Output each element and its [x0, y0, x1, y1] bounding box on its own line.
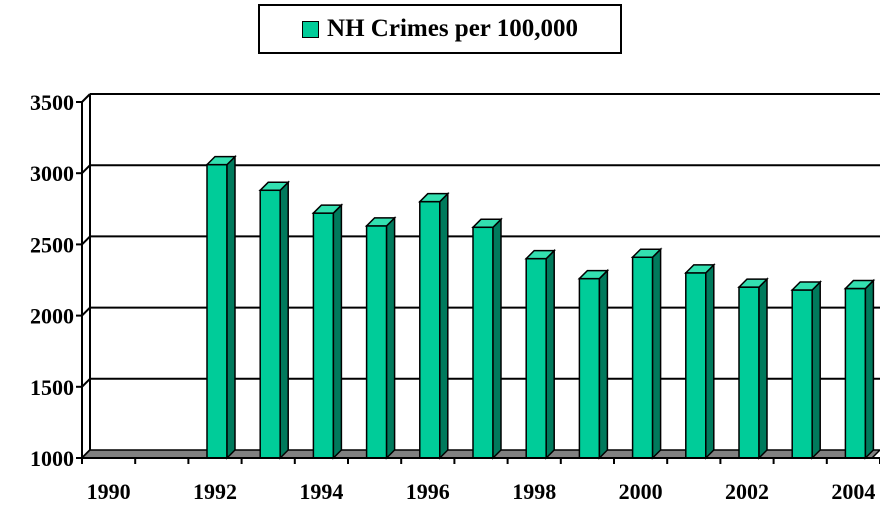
bar-top	[205, 155, 237, 166]
bar	[843, 278, 876, 460]
bar	[471, 217, 503, 460]
bar	[311, 203, 344, 460]
bar-side	[332, 203, 343, 460]
bar	[364, 216, 397, 460]
legend-swatch	[302, 20, 320, 38]
grid-line-depth	[81, 378, 91, 388]
bar-side	[545, 248, 555, 460]
y-tick-label: 3000	[30, 161, 74, 186]
bar-side	[758, 277, 768, 460]
y-tick-label: 1500	[30, 375, 74, 400]
bar-top	[258, 181, 291, 192]
bar	[577, 268, 610, 460]
bar-side	[492, 217, 502, 460]
bar	[630, 247, 663, 460]
grid-line-depth	[81, 164, 91, 174]
bar-top	[630, 248, 663, 258]
grid-line-depth	[81, 306, 91, 317]
legend: NH Crimes per 100,000	[258, 4, 622, 54]
bar-top	[311, 204, 344, 214]
bar	[417, 191, 450, 460]
x-tick-label: 1992	[193, 479, 237, 504]
axes	[81, 102, 880, 459]
bar-front	[419, 200, 441, 459]
bar-top	[364, 217, 397, 227]
bar-side	[279, 180, 289, 460]
bar-front	[844, 287, 867, 459]
bar	[790, 280, 823, 460]
bar-top	[524, 249, 557, 260]
bar	[524, 248, 557, 460]
y-tick-label: 2000	[30, 304, 74, 329]
bar-side	[598, 268, 609, 460]
side-wall	[81, 94, 91, 459]
bar-front	[578, 277, 601, 459]
x-tick-label: 2000	[619, 479, 663, 504]
y-tick-labels: 1000 1500 2000 2500 3000 3500	[30, 90, 82, 471]
bar-front	[312, 212, 335, 459]
bar	[683, 263, 716, 460]
bar-front	[472, 226, 494, 459]
legend-label: NH Crimes per 100,000	[327, 15, 578, 42]
bar-front	[791, 289, 813, 459]
bar-side	[864, 278, 875, 460]
bar-side	[651, 247, 662, 460]
x-tick-labels: 1990 1992 1994 1996 1998 2000 2002 2004	[81, 458, 880, 504]
bar-side	[439, 191, 449, 460]
y-tick-label: 3500	[30, 90, 74, 115]
y-tick-label: 2500	[30, 232, 74, 257]
x-tick-label: 1990	[87, 479, 131, 504]
bar-top	[577, 269, 610, 280]
x-tick-label: 2002	[725, 479, 769, 504]
bar-front	[206, 163, 228, 459]
bar-front	[365, 225, 388, 459]
bar-top	[737, 278, 769, 288]
x-tick-label: 1996	[406, 479, 450, 504]
bar-side	[385, 216, 396, 460]
bar	[258, 180, 291, 460]
bar-top	[683, 264, 716, 274]
bar-front	[525, 257, 547, 459]
bar-side	[811, 280, 821, 460]
bar-top	[843, 279, 876, 290]
bar-side	[226, 154, 236, 460]
grid-line-depth	[81, 235, 91, 246]
y-tick-label: 1000	[30, 446, 74, 471]
bar-top	[471, 218, 503, 229]
bar-front	[631, 256, 654, 459]
grid-line-depth	[81, 93, 91, 103]
bar	[205, 154, 237, 460]
bar-side	[705, 263, 715, 460]
x-tick-label: 1998	[512, 479, 556, 504]
bar	[737, 277, 769, 460]
bar-front	[259, 189, 281, 459]
x-tick-label: 2004	[831, 479, 875, 504]
bar-top	[417, 192, 450, 203]
bar-front	[738, 286, 760, 459]
bar-top	[790, 281, 823, 291]
x-tick-label: 1994	[299, 479, 343, 504]
bar-front	[685, 272, 707, 459]
